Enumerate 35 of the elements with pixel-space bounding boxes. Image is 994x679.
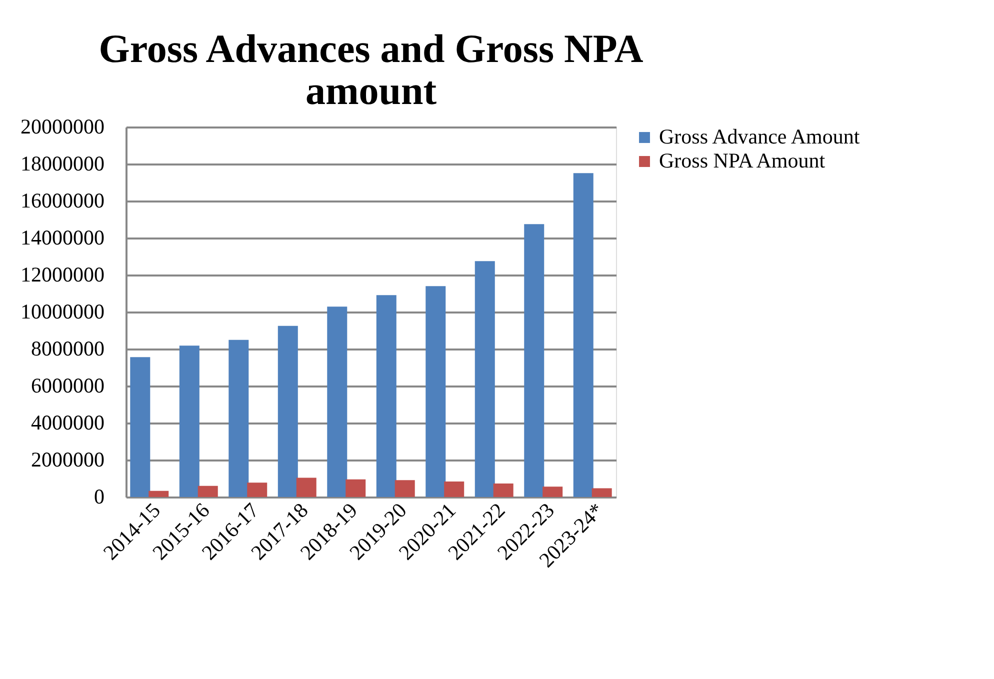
bar [573, 173, 594, 497]
text: Gross Advances and Gross NPA [98, 26, 644, 71]
y-tick-label: 14000000 [20, 226, 104, 250]
bar [247, 482, 268, 497]
bar [592, 488, 612, 497]
bar [148, 490, 169, 497]
y-tick-label: 2000000 [31, 448, 104, 472]
bar [130, 357, 150, 497]
bar [444, 481, 464, 497]
y-tick-label: 6000000 [31, 374, 104, 398]
bar [198, 486, 218, 497]
y-tick-label: 20000000 [20, 114, 104, 138]
bar [228, 340, 249, 497]
bar [394, 480, 415, 497]
y-tick-label: 16000000 [20, 188, 104, 212]
y-tick-label: 0 [94, 484, 104, 508]
bar [376, 295, 396, 497]
bar [524, 224, 544, 497]
bar [542, 486, 563, 497]
legend-label: Gross Advance Amount [659, 124, 860, 148]
y-tick-label: 10000000 [20, 300, 104, 324]
bar [278, 326, 298, 497]
bar [296, 478, 316, 497]
text: amount [305, 68, 437, 113]
legend-label: Gross NPA Amount [659, 148, 826, 172]
bar [493, 483, 514, 497]
bar [327, 306, 348, 497]
bar [179, 346, 200, 497]
y-tick-label: 8000000 [31, 336, 104, 360]
y-tick-label: 12000000 [20, 262, 104, 286]
y-tick-label: 4000000 [31, 410, 104, 434]
bar [426, 286, 446, 497]
y-tick-label: 18000000 [20, 152, 104, 176]
bar [346, 479, 366, 497]
bar [474, 261, 495, 497]
